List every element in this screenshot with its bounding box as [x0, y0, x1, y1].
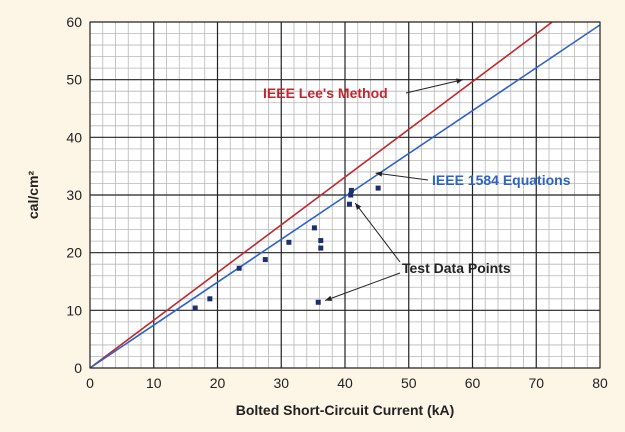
data-point — [318, 238, 324, 244]
annotation-test-data-points: Test Data Points — [402, 260, 511, 276]
x-tick-label: 60 — [465, 375, 481, 391]
y-tick-label: 60 — [66, 14, 82, 30]
series-line-0 — [89, 21, 553, 369]
x-axis-ticks: 0 10 20 30 40 50 60 70 80 — [86, 375, 608, 391]
annotation-arrows — [325, 78, 464, 301]
annotation-1584-equations: IEEE 1584 Equations — [432, 172, 571, 188]
y-tick-label: 20 — [66, 245, 82, 261]
annotation-arrowhead — [375, 171, 383, 177]
x-axis-title: Bolted Short-Circuit Current (kA) — [236, 402, 455, 418]
data-point — [262, 257, 268, 263]
annotation-arrow-line — [405, 79, 464, 94]
y-axis-ticks: 0 10 20 30 40 50 60 — [66, 14, 82, 376]
x-tick-label: 10 — [146, 375, 162, 391]
plot-border — [89, 21, 601, 369]
annotation-arrowhead — [325, 295, 333, 301]
data-point — [348, 187, 354, 193]
data-point — [315, 299, 321, 305]
annotation-arrow-line — [375, 172, 429, 181]
annotation-arrowhead — [456, 78, 463, 84]
x-tick-label: 80 — [592, 375, 608, 391]
annotation-arrow-line — [354, 202, 401, 263]
annotation-lees-method: IEEE Lee's Method — [263, 85, 388, 101]
x-tick-label: 50 — [401, 375, 417, 391]
x-tick-label: 30 — [273, 375, 289, 391]
data-point — [207, 296, 213, 302]
data-point — [286, 239, 292, 245]
x-tick-label: 20 — [210, 375, 226, 391]
y-tick-label: 50 — [66, 72, 82, 88]
test-data-points — [192, 185, 381, 311]
data-point — [346, 201, 352, 207]
y-tick-label: 30 — [66, 187, 82, 203]
annotation-arrow-line — [325, 272, 401, 301]
data-point — [318, 245, 324, 251]
annotation-arrowhead — [355, 203, 362, 210]
x-tick-label: 70 — [528, 375, 544, 391]
series-line-1 — [89, 24, 601, 369]
data-point — [192, 305, 198, 311]
series-lines — [89, 21, 601, 369]
data-point — [311, 225, 317, 231]
y-axis-title: cal/cm² — [25, 171, 41, 220]
x-tick-label: 0 — [86, 375, 94, 391]
y-tick-label: 0 — [74, 360, 82, 376]
data-point — [348, 192, 354, 198]
data-point — [375, 185, 381, 191]
x-tick-label: 40 — [337, 375, 353, 391]
y-tick-label: 40 — [66, 129, 82, 145]
y-tick-label: 10 — [66, 302, 82, 318]
data-point — [236, 265, 242, 271]
